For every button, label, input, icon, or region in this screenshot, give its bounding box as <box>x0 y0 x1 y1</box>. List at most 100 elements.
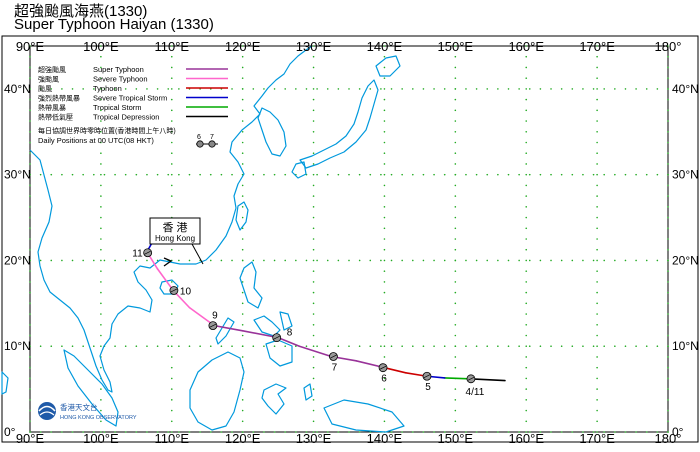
grid-dot <box>624 345 627 348</box>
grid-dot <box>443 259 446 262</box>
grid-dot <box>337 431 340 433</box>
grid-dot <box>170 345 173 348</box>
grid-dot <box>454 291 457 294</box>
grid-dot <box>312 66 315 69</box>
grid-dot <box>525 130 528 133</box>
grid-dot <box>525 109 528 112</box>
grid-dot <box>380 88 382 90</box>
grid-dot <box>284 259 287 262</box>
grid-dot <box>170 281 173 283</box>
grid-dot <box>50 345 53 348</box>
grid-dot <box>135 88 138 90</box>
grid-dot <box>422 259 425 262</box>
grid-dot <box>29 291 31 294</box>
track-segment <box>298 345 333 358</box>
grid-dot <box>603 259 605 262</box>
grid-dot <box>667 420 669 423</box>
grid-dot <box>667 55 669 58</box>
grid-dot <box>454 98 457 101</box>
daily-position-marker-swirl <box>467 377 475 381</box>
grid-dot <box>454 141 457 144</box>
coast-hokkaido <box>375 55 401 77</box>
grid-dot <box>383 88 386 90</box>
grid-dot <box>596 356 598 358</box>
legend-label-zh: 強颱風 <box>38 75 59 84</box>
grid-dot <box>103 173 106 176</box>
grid-dot <box>241 120 244 122</box>
grid-dot <box>316 431 318 433</box>
daily-position-marker-swirl <box>423 374 431 379</box>
grid-dot <box>241 55 244 58</box>
grid-dot <box>383 313 386 315</box>
grid-dot <box>100 270 102 272</box>
grid-dot <box>231 88 233 90</box>
grid-dot <box>454 420 457 423</box>
grid-dot <box>135 431 138 433</box>
grid-dot <box>178 259 180 262</box>
grid-dot <box>596 88 598 90</box>
legend-label-zh: 熱帶低氣壓 <box>38 113 73 122</box>
grid-dot <box>525 399 528 401</box>
grid-dot <box>383 345 386 348</box>
legend-label-zh: 超強颱風 <box>38 65 66 74</box>
grid-dot <box>312 345 315 348</box>
grid-dot <box>93 345 95 348</box>
grid-dot <box>305 345 308 348</box>
grid-dot <box>614 345 616 348</box>
grid-dot <box>312 399 315 401</box>
grid-dot <box>525 388 528 390</box>
grid-dot <box>146 259 148 262</box>
map-title-chinese: 超強颱風海燕(1330) <box>14 3 148 20</box>
grid-dot <box>100 313 102 315</box>
grid-dot <box>539 431 542 433</box>
grid-dot <box>454 109 457 112</box>
grid-dot <box>146 88 148 90</box>
grid-dot <box>29 281 31 283</box>
grid-dot <box>170 55 173 58</box>
longitude-label: 100°E <box>83 431 119 446</box>
grid-dot <box>635 259 637 262</box>
grid-dot <box>571 345 574 348</box>
longitude-label: 140°E <box>367 39 403 54</box>
grid-dot <box>263 88 265 90</box>
legend-sample-label: 6 <box>197 134 201 141</box>
grid-dot <box>539 173 542 176</box>
grid-dot <box>624 259 627 262</box>
legend-daily-zh: 每日協調世界時零時位置(香港時間上午八時) <box>38 126 176 135</box>
grid-dot <box>525 55 528 58</box>
grid-dot <box>29 302 31 305</box>
grid-dot <box>241 409 244 412</box>
grid-dot <box>29 55 31 58</box>
grid-dot <box>667 184 669 187</box>
grid-dot <box>667 313 669 315</box>
grid-dot <box>596 323 598 326</box>
grid-dot <box>29 98 31 101</box>
grid-dot <box>29 345 31 348</box>
grid-dot <box>596 130 598 133</box>
grid-dot <box>507 173 510 176</box>
grid-dot <box>614 173 616 176</box>
grid-dot <box>525 45 528 47</box>
grid-dot <box>170 366 173 369</box>
grid-dot <box>170 302 173 305</box>
grid-dot <box>497 173 499 176</box>
grid-dot <box>100 130 102 133</box>
grid-dot <box>178 345 180 348</box>
grid-dot <box>667 98 669 101</box>
grid-dot <box>539 345 542 348</box>
grid-dot <box>170 163 173 165</box>
grid-dot <box>170 120 173 122</box>
grid-dot <box>312 302 315 305</box>
grid-dot <box>103 431 106 433</box>
grid-dot <box>348 345 350 348</box>
grid-dot <box>667 206 669 208</box>
grid-dot <box>518 88 520 90</box>
grid-dot <box>401 173 403 176</box>
grid-dot <box>124 173 127 176</box>
grid-dot <box>596 173 598 176</box>
grid-dot <box>369 259 372 262</box>
grid-dot <box>284 431 287 433</box>
grid-dot <box>337 345 340 348</box>
grid-dot <box>383 420 386 423</box>
grid-dot <box>383 248 386 251</box>
